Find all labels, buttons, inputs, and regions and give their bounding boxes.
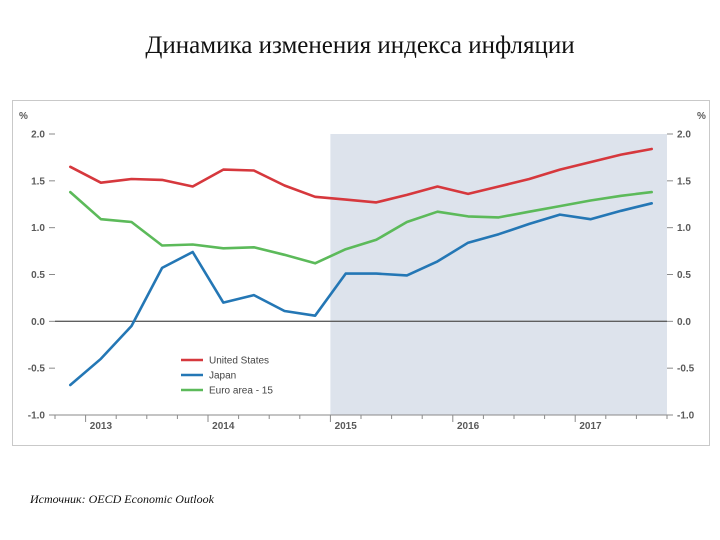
x-tick-label: 2015	[335, 421, 358, 432]
inflation-line-chart: % %2.0 2.01.5 1.51.0 1.00.5 0.50.0 0.0-0.5 -0.5…	[19, 111, 706, 432]
y-tick-label-right: 1.0	[677, 223, 691, 234]
y-tick-label-left: 1.5	[31, 176, 45, 187]
x-tick-label: 2013	[90, 421, 113, 432]
y-tick-label-right: 2.0	[677, 130, 691, 141]
y-tick-label-left: 0.5	[31, 270, 45, 281]
source-note: Источник: OECD Economic Outlook	[30, 492, 214, 506]
y-tick-label-left: -1.0	[28, 411, 46, 422]
legend-label: United States	[209, 356, 269, 367]
y-tick-label-left: 0.0	[31, 317, 45, 328]
series-line-euro-area-15	[68, 190, 654, 265]
legend-label: Euro area - 15	[209, 386, 273, 397]
series-line-united-states	[68, 147, 654, 204]
x-tick-label: 2017	[579, 421, 602, 432]
y-tick-label-right: 0.5	[677, 270, 691, 281]
right-unit-label: %	[697, 111, 706, 122]
y-tick-label-right: -1.0	[677, 411, 695, 422]
x-tick-label: 2014	[212, 421, 235, 432]
page-title: Динамика изменения индекса инфляции	[145, 32, 575, 59]
series-line-japan	[68, 202, 654, 387]
chart-frame: %% 2.0 2.0 1.5 1.5 1.0 1.0 0.5 0.5 0.0 0.0 -0.5 -0.5…	[12, 100, 710, 446]
y-tick-label-right: 1.5	[677, 176, 691, 187]
y-tick-label-left: 2.0	[31, 130, 45, 141]
y-tick-label-right: 0.0	[677, 317, 691, 328]
y-tick-label-right: -0.5	[677, 364, 695, 375]
legend-label: Japan	[209, 371, 236, 382]
x-tick-label: 2016	[457, 421, 480, 432]
y-tick-label-left: -0.5	[28, 364, 46, 375]
y-tick-label-left: 1.0	[31, 223, 45, 234]
left-unit-label: %	[19, 111, 28, 122]
